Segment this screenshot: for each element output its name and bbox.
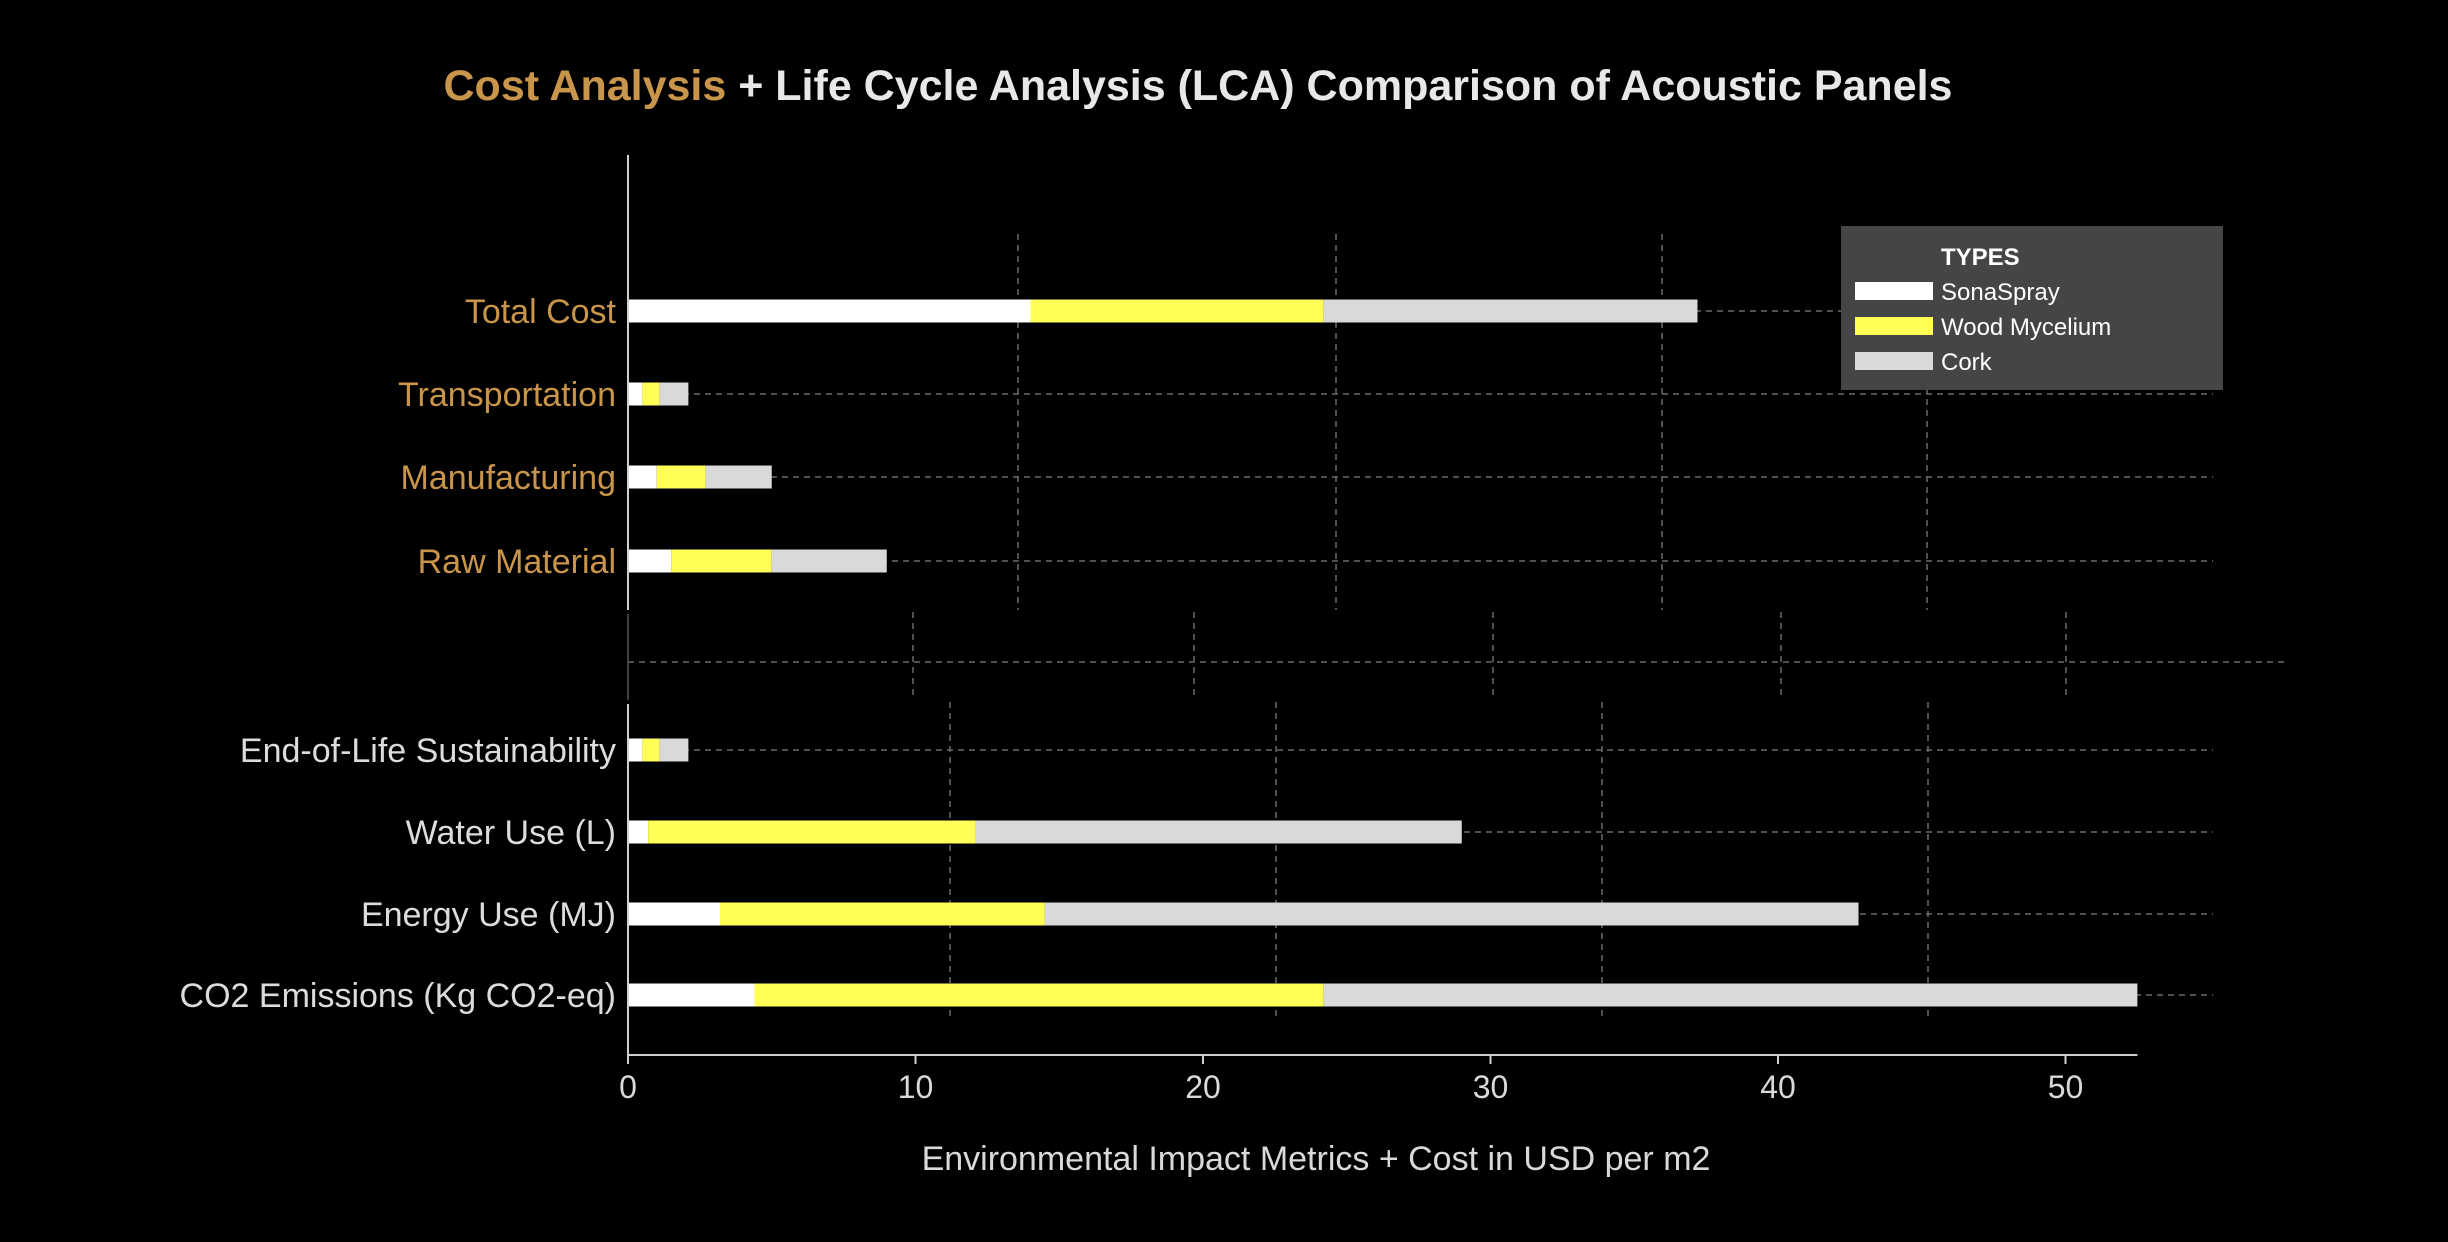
legend-swatch <box>1855 352 1933 370</box>
chart-title: Cost Analysis + Life Cycle Analysis (LCA… <box>444 62 1953 110</box>
legend-swatch <box>1855 282 1933 300</box>
category-label: CO2 Emissions (Kg CO2-eq) <box>180 977 616 1015</box>
legend-label: Cork <box>1941 349 1993 376</box>
x-tick-label: 10 <box>898 1069 934 1105</box>
bar-wood-mycelium-3 <box>656 465 706 489</box>
bar-sonaspray-2 <box>628 382 643 406</box>
bar-sonaspray-7 <box>628 902 720 926</box>
bar-sonaspray-1 <box>628 299 1031 323</box>
bar-sonaspray-8 <box>628 983 755 1007</box>
bars <box>628 299 2138 1007</box>
x-tick-label: 30 <box>1473 1069 1509 1105</box>
legend: TYPES SonaSpray Wood Mycelium Cork <box>1841 226 2223 390</box>
category-label: Total Cost <box>465 293 617 331</box>
bar-wood-mycelium-1 <box>1030 299 1324 323</box>
bar-cork-3 <box>705 465 772 489</box>
category-label: Energy Use (MJ) <box>361 896 616 934</box>
x-tick-label: 20 <box>1185 1069 1221 1105</box>
x-tick-label: 50 <box>2048 1069 2084 1105</box>
legend-label: Wood Mycelium <box>1941 314 2111 341</box>
category-label: Manufacturing <box>401 459 616 497</box>
bar-cork-1 <box>1323 299 1698 323</box>
category-label: Raw Material <box>418 543 616 581</box>
bar-cork-7 <box>1044 902 1859 926</box>
x-tick-label: 40 <box>1760 1069 1796 1105</box>
chart-title-part: + Life Cycle Analysis (LCA) Comparison o… <box>726 62 1952 110</box>
bar-sonaspray-4 <box>628 549 672 573</box>
chart-title-part: Cost Analysis <box>444 62 727 110</box>
legend-label: SonaSpray <box>1941 279 2060 306</box>
x-axis-label: Environmental Impact Metrics + Cost in U… <box>922 1140 1711 1178</box>
legend-swatch <box>1855 317 1933 335</box>
bar-cork-8 <box>1323 983 2138 1007</box>
x-tick-label: 0 <box>619 1069 637 1105</box>
legend-title: TYPES <box>1941 244 2020 271</box>
bar-cork-5 <box>659 738 689 762</box>
labels: 0 10 20 30 40 50 Total Cost Transportation Manuf… <box>180 293 2084 1105</box>
bar-wood-mycelium-7 <box>720 902 1045 926</box>
bar-cork-4 <box>771 549 887 573</box>
category-label: End-of-Life Sustainability <box>240 732 616 770</box>
bar-wood-mycelium-6 <box>648 820 976 844</box>
bar-cork-2 <box>659 382 689 406</box>
bar-sonaspray-5 <box>628 738 643 762</box>
bar-cork-6 <box>975 820 1462 844</box>
bar-wood-mycelium-4 <box>671 549 772 573</box>
bar-wood-mycelium-5 <box>642 738 660 762</box>
bar-sonaspray-3 <box>628 465 657 489</box>
bar-wood-mycelium-8 <box>754 983 1324 1007</box>
bar-sonaspray-6 <box>628 820 649 844</box>
category-label: Water Use (L) <box>406 814 616 852</box>
category-label: Transportation <box>398 376 616 414</box>
axes <box>627 155 2138 1064</box>
bar-wood-mycelium-2 <box>642 382 660 406</box>
